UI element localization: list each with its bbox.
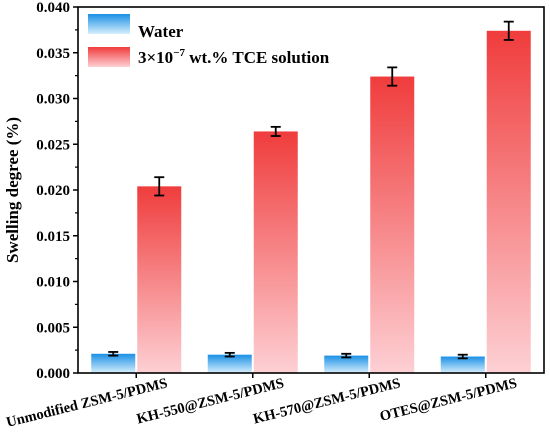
legend-label-rest: Water <box>138 22 184 41</box>
bar <box>440 356 485 373</box>
y-axis-title: Swelling degree (%) <box>3 117 22 263</box>
bar <box>253 131 298 373</box>
y-tick-label: 0.005 <box>36 320 70 336</box>
y-tick-label: 0.015 <box>36 229 70 245</box>
y-tick-label: 0.035 <box>36 46 70 62</box>
bar <box>370 76 415 373</box>
y-tick-label: 0.010 <box>36 275 70 291</box>
y-tick-label: 0.000 <box>36 366 70 382</box>
bar <box>324 355 369 373</box>
legend-label-exponent: −7 <box>173 47 185 59</box>
error-bars-layer <box>108 20 514 360</box>
legend-swatch <box>88 14 130 34</box>
bars-layer <box>91 30 531 373</box>
legend-label-main: 3×10 <box>138 48 173 67</box>
x-axis: Unmodified ZSM-5/PDMSKH-550@ZSM-5/PDMSKH… <box>5 373 519 431</box>
bar <box>486 30 531 373</box>
y-tick-label: 0.020 <box>36 183 70 199</box>
legend-label-rest: wt.% TCE solution <box>185 48 330 67</box>
bar <box>91 353 136 373</box>
legend-label: Water <box>138 22 184 41</box>
legend: Water 3×10−7 wt.% TCE solution <box>88 14 330 67</box>
legend-label: 3×10−7 wt.% TCE solution <box>138 47 330 67</box>
y-tick-label: 0.040 <box>36 0 70 16</box>
y-tick-label: 0.030 <box>36 92 70 108</box>
legend-swatch <box>88 47 130 67</box>
bar <box>137 186 182 373</box>
y-tick-label: 0.025 <box>36 137 70 153</box>
y-axis: 0.000 0.005 0.010 0.015 0.020 0.025 0.030 0.035… <box>36 0 78 382</box>
bar <box>207 354 252 373</box>
